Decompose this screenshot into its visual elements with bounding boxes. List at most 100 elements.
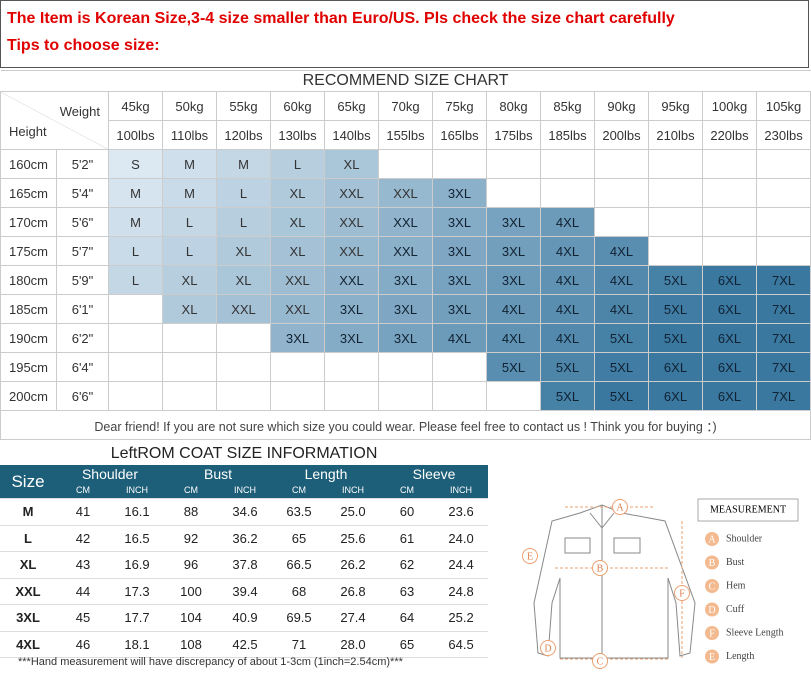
header: The Item is Korean Size,3-4 size smaller… [0, 0, 809, 68]
weight-kg: 95kg [648, 91, 703, 121]
measure: 104 [164, 604, 218, 632]
size-cell [540, 178, 595, 208]
measure: 18.1 [110, 631, 164, 658]
size-row: 185cm 6'1" XL XXL XXL 3XL 3XL 3XL 4XL 4XL 4XL 5XL 6X… [0, 294, 811, 324]
size-row: 195cm 6'4" 5XL 5XL 5XL 6XL 6XL 7XL [0, 352, 811, 382]
legend-letter: B [709, 558, 716, 569]
chart-title: RECOMMEND SIZE CHART [0, 70, 811, 92]
size-cell [648, 178, 703, 208]
measure: 24.4 [434, 551, 489, 579]
size-cell [648, 236, 703, 266]
group-header: Shoulder CM INCH [56, 465, 164, 499]
size-cell: 4XL [594, 294, 649, 324]
group-name: Bust [203, 465, 232, 482]
measure: 40.9 [218, 604, 272, 632]
legend-title: MEASUREMENT [710, 504, 786, 515]
title-row: LeftROM COAT SIZE INFORMATION [0, 443, 488, 465]
size-cell [432, 352, 487, 382]
size-cell [486, 178, 541, 208]
measure: 36.2 [218, 525, 272, 552]
size-cell [324, 381, 379, 411]
weight-label: Weight [59, 104, 100, 119]
size-cell: L [270, 149, 325, 179]
size-cell [324, 352, 379, 382]
size-cell: XXL [270, 294, 325, 324]
coat-marker [674, 585, 690, 601]
size-cell: 3XL [432, 207, 487, 237]
size-cell [162, 381, 217, 411]
size-cell: 6XL [702, 323, 757, 353]
weight-lbs: 155lbs [378, 120, 433, 150]
size-cell: XL [270, 207, 325, 237]
legend-label: Sleeve Length [726, 627, 783, 638]
coat-row: L 42 16.5 92 36.2 65 25.6 61 24.0 [0, 525, 489, 552]
measure: 96 [164, 551, 218, 579]
weight-kg: 65kg [324, 91, 379, 121]
coat-row: 4XL 46 18.1 108 42.5 71 28.0 65 64.5 [0, 631, 489, 658]
title-row: RECOMMEND SIZE CHART [0, 70, 811, 92]
size-cell: 3XL [486, 265, 541, 295]
size-cell [702, 207, 757, 237]
height-ft: 5'4" [56, 178, 109, 208]
size-cell [486, 149, 541, 179]
size-cell: 6XL [648, 381, 703, 411]
weight-lbs: 100lbs [108, 120, 163, 150]
weight-lbs: 130lbs [270, 120, 325, 150]
size-row: 200cm 6'6" 5XL 5XL 6XL 6XL 7XL [0, 381, 811, 411]
size-cell [702, 236, 757, 266]
measure: 63.5 [272, 498, 326, 526]
measure: 25.6 [326, 525, 380, 552]
measure: 69.5 [272, 604, 326, 632]
coat-letter: C [597, 656, 604, 667]
size-cell [755, 236, 811, 266]
weight-lbs: 185lbs [540, 120, 595, 150]
size-cell: 3XL [486, 236, 541, 266]
size-cell: XXL [324, 178, 379, 208]
legend-letter: F [709, 628, 715, 639]
size-cell [378, 149, 433, 179]
size-cell: L [108, 236, 163, 266]
size-cell [755, 149, 811, 179]
height-cm: 175cm [0, 236, 57, 266]
size-cell: 3XL [432, 236, 487, 266]
size-cell: XL [270, 178, 325, 208]
size-cell [755, 207, 811, 237]
size-cell [162, 352, 217, 382]
legend-letter: A [708, 534, 716, 545]
size-cell [216, 381, 271, 411]
coat-letter: A [616, 502, 624, 513]
measure: 108 [164, 631, 218, 658]
size-cell: S [108, 149, 163, 179]
weight-kg: 50kg [162, 91, 217, 121]
measure: 25.2 [434, 604, 489, 632]
measure: 26.2 [326, 551, 380, 579]
size-cell [594, 149, 649, 179]
height-ft: 5'7" [56, 236, 109, 266]
height-cm: 185cm [0, 294, 57, 324]
size-row: 160cm 5'2" S M M L XL [0, 149, 811, 179]
size-cell: 5XL [594, 323, 649, 353]
size-cell [270, 352, 325, 382]
size-cell [648, 149, 703, 179]
weight-lbs: 220lbs [702, 120, 757, 150]
coat-marker [592, 653, 608, 669]
coat-marker [522, 548, 538, 564]
coat-row: 3XL 45 17.7 104 40.9 69.5 27.4 64 25.2 [0, 604, 489, 632]
size-cell: 4XL [486, 323, 541, 353]
height-label: Height [9, 124, 47, 139]
size-row: 175cm 5'7" L L XL XL XXL XXL 3XL 3XL 4XL 4XL [0, 236, 811, 266]
measure: 39.4 [218, 578, 272, 605]
size-cell: XXL [324, 207, 379, 237]
measure: 46 [56, 631, 110, 658]
height-ft: 6'4" [56, 352, 109, 382]
measure: 27.4 [326, 604, 380, 632]
measure: 41 [56, 498, 110, 526]
height-cm: 190cm [0, 323, 57, 353]
size-cell: 6XL [648, 352, 703, 382]
size-cell [378, 381, 433, 411]
size-cell: 5XL [648, 265, 703, 295]
size-cell: 7XL [755, 265, 811, 295]
weight-lbs: 175lbs [486, 120, 541, 150]
measure: 100 [164, 578, 218, 605]
note-row: Dear friend! If you are not sure which s… [0, 410, 811, 440]
